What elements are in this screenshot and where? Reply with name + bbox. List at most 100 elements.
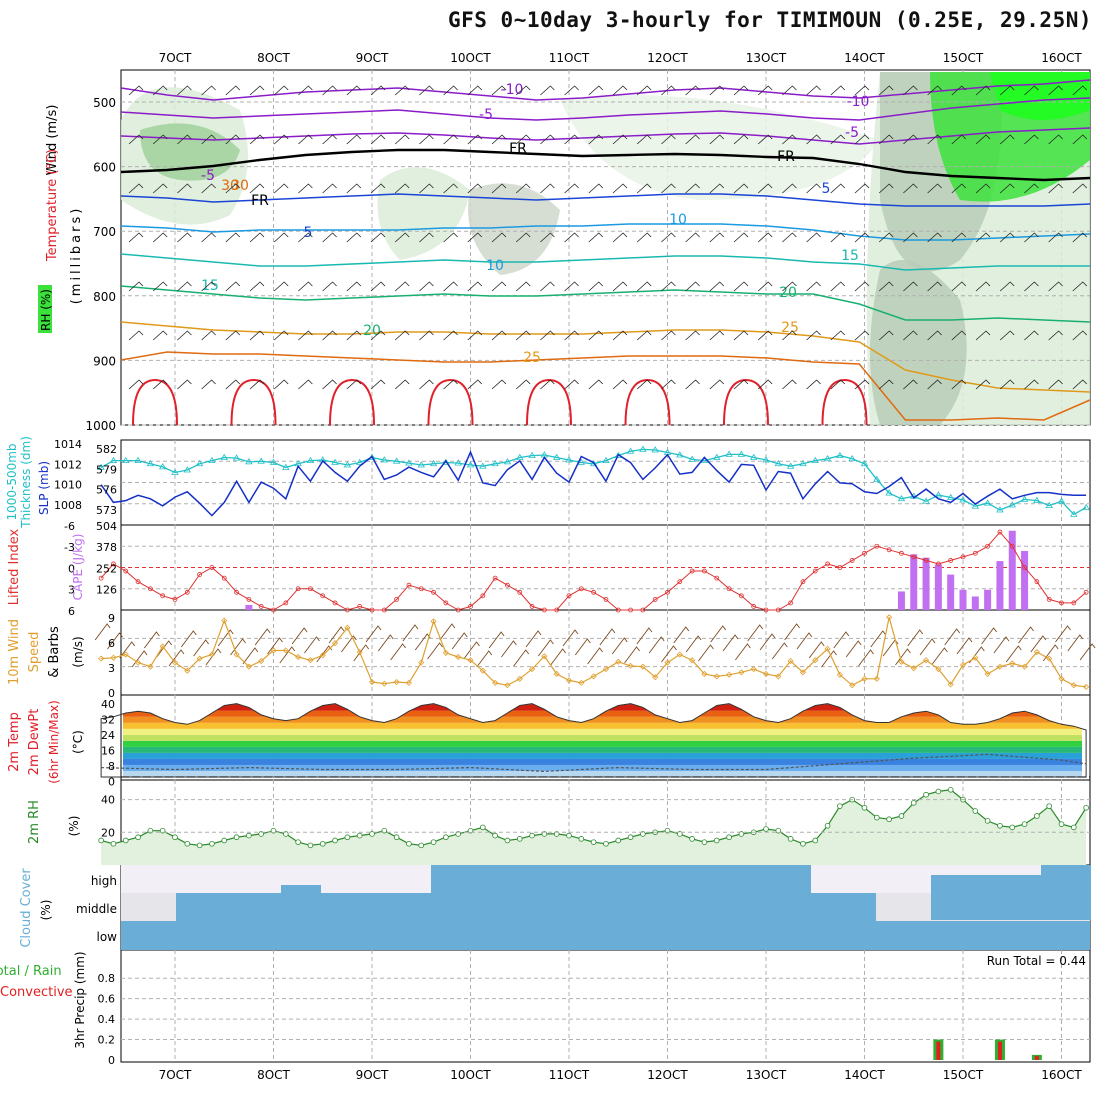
thickness-tick: 582 — [96, 443, 117, 456]
wind-barb — [612, 85, 628, 96]
wind-barb — [1048, 330, 1063, 341]
li-marker — [172, 596, 178, 602]
thickness-marker — [195, 459, 204, 467]
contour-label: 5 — [822, 181, 831, 197]
rh-tick: 40 — [101, 794, 115, 807]
x-tick-top: 16OCT — [1041, 51, 1082, 65]
wind-barb — [999, 281, 1015, 292]
wind-speed-marker — [356, 649, 363, 656]
wind-barb — [1072, 281, 1088, 292]
wind-barb — [128, 183, 144, 194]
wind-barb-10m — [747, 624, 764, 642]
wind-speed-marker — [762, 670, 770, 678]
wind-barb — [757, 134, 773, 145]
wind-speed-marker — [393, 678, 400, 686]
ylabel-slp: SLP (mb) — [37, 461, 51, 515]
rh-marker — [1083, 804, 1089, 811]
wind-barb — [1072, 183, 1088, 194]
wind-barb-10m — [217, 629, 234, 647]
ylabel-rh: RH (%) — [39, 289, 53, 331]
rh-marker — [529, 832, 535, 839]
wind-barb — [806, 330, 821, 341]
wind-barb — [757, 183, 773, 194]
wind-barb — [152, 281, 168, 292]
thickness-marker — [823, 454, 832, 462]
wind-barb — [322, 281, 337, 292]
thickness-marker — [405, 459, 413, 466]
wind-barb — [394, 183, 410, 194]
wind-barb — [225, 281, 241, 292]
wind-speed-marker — [787, 657, 794, 665]
wind-speed-line — [101, 617, 1087, 688]
rh-marker — [516, 836, 523, 842]
wind-barb — [370, 134, 386, 145]
rh-marker — [1009, 824, 1016, 831]
thickness-marker — [1045, 501, 1053, 509]
wind-barb — [128, 281, 144, 292]
wind-barb — [975, 281, 991, 292]
thickness-marker — [860, 459, 869, 467]
li-marker — [812, 568, 818, 574]
ylabel-thickness-unit: Thickness (dm) — [19, 436, 33, 529]
wind-barb — [1024, 281, 1039, 292]
wind-barb — [177, 183, 192, 194]
wind-barb — [830, 232, 846, 243]
wind-barb — [757, 85, 773, 96]
li-marker — [160, 593, 166, 599]
wind-barb — [661, 85, 676, 96]
wind-barb — [878, 232, 894, 243]
wind-barb — [540, 281, 555, 292]
wind-barb — [515, 379, 531, 390]
wind-barb — [419, 85, 434, 96]
rh-tick: 20 — [101, 826, 115, 839]
wind-speed-marker — [208, 651, 216, 658]
wind-speed-marker — [553, 670, 560, 678]
wind-speed-marker — [541, 653, 548, 660]
cloud-high — [1041, 865, 1091, 895]
wind-barb-10m — [599, 628, 616, 646]
wind-barb — [177, 281, 192, 292]
ylabel-wind: Wind (m/s) — [45, 105, 60, 176]
temp-band — [123, 734, 1082, 741]
li-marker — [714, 575, 720, 581]
thickness-marker — [971, 502, 980, 509]
li-marker — [369, 607, 375, 613]
pressure-tick: 900 — [93, 354, 116, 368]
li-marker — [800, 579, 806, 585]
li-marker — [640, 607, 646, 613]
li-marker — [886, 547, 892, 553]
x-tick-bottom: 13OCT — [746, 1068, 787, 1082]
wind-speed-marker — [122, 651, 129, 658]
wind-barb-10m — [279, 646, 296, 664]
x-tick-top: 12OCT — [647, 51, 688, 65]
wind-barb — [588, 330, 604, 341]
wind-speed-marker — [233, 651, 240, 658]
wind-barb — [515, 85, 531, 96]
rh-marker — [406, 840, 412, 847]
wind-barb-10m — [94, 623, 111, 641]
rh-marker — [295, 839, 301, 845]
li-marker — [911, 554, 917, 560]
wind-barb — [177, 330, 192, 341]
thickness-marker — [934, 491, 943, 498]
rh-marker — [307, 842, 314, 849]
wind-barb-10m — [1005, 645, 1022, 663]
wind-barb-10m — [735, 643, 751, 661]
thickness-marker — [774, 459, 783, 467]
li-marker — [431, 589, 436, 595]
wind-barb-10m — [845, 640, 862, 658]
li-marker — [147, 586, 153, 592]
thickness-marker — [466, 461, 475, 468]
wind-barb — [757, 232, 773, 243]
wind-barb-10m — [550, 648, 567, 666]
contour-line — [120, 223, 1091, 241]
thickness-marker — [245, 458, 253, 465]
wind-barb — [854, 330, 870, 341]
rh-marker — [122, 837, 129, 844]
cloud-high — [431, 865, 811, 893]
li-tick: 6 — [68, 605, 75, 618]
li-marker — [554, 607, 560, 613]
li-marker — [1071, 600, 1077, 606]
x-tick-bottom: 10OCT — [450, 1068, 491, 1082]
precip-convective-bar — [936, 1041, 941, 1060]
